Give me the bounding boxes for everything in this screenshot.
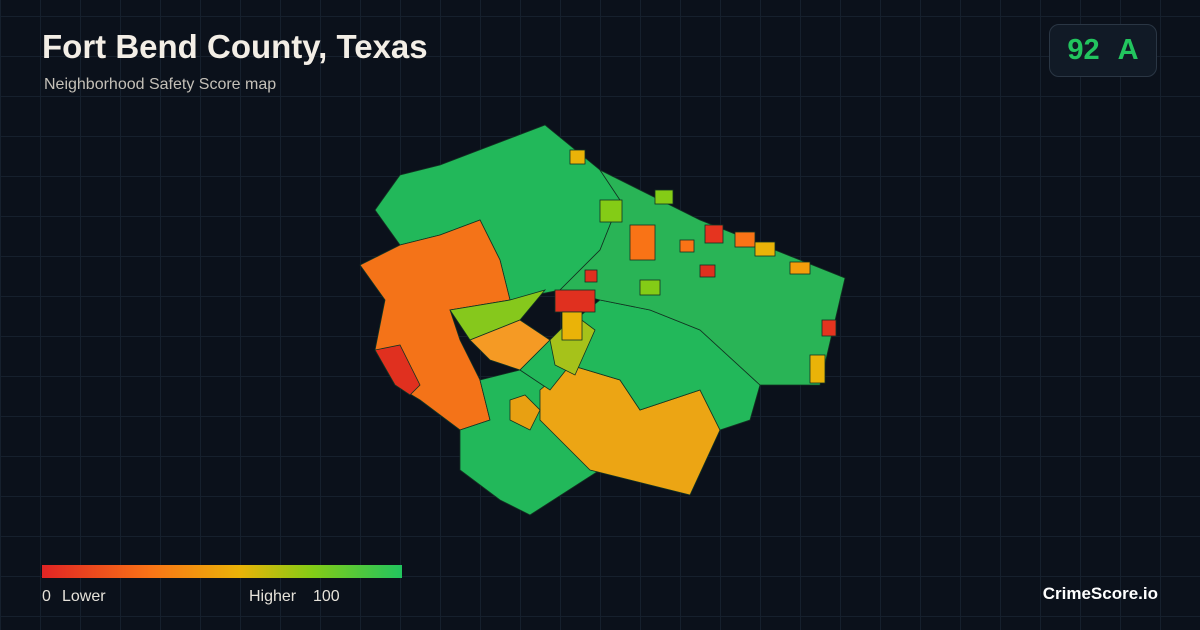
subtitle: Neighborhood Safety Score map	[44, 76, 277, 93]
tract	[699, 264, 716, 278]
title: Fort Bend County, Texas	[42, 28, 428, 65]
tract	[754, 241, 776, 257]
tract	[599, 199, 623, 223]
tract	[654, 189, 674, 205]
region	[374, 344, 421, 396]
legend-max: 100	[313, 588, 340, 605]
legend-min-label: Lower	[62, 588, 106, 605]
tract	[679, 239, 695, 253]
grade: A	[1117, 34, 1139, 66]
tract	[554, 289, 596, 313]
tract	[629, 224, 656, 261]
tract	[734, 231, 756, 248]
tract	[821, 319, 837, 337]
tract	[704, 224, 724, 244]
region	[559, 168, 846, 386]
tract	[809, 354, 826, 384]
brand: CrimeScore.io	[1042, 584, 1158, 603]
tract	[584, 269, 598, 283]
tract	[569, 149, 586, 165]
tract	[639, 279, 661, 296]
tract	[789, 261, 811, 275]
legend-min: 0	[42, 588, 51, 605]
region	[449, 289, 547, 341]
legend-gradient	[42, 565, 402, 578]
tract	[561, 311, 583, 341]
legend-max-label: Higher	[249, 588, 297, 605]
score-badge: 92 A	[1049, 24, 1157, 77]
region	[509, 394, 541, 431]
score: 92	[1067, 34, 1100, 66]
